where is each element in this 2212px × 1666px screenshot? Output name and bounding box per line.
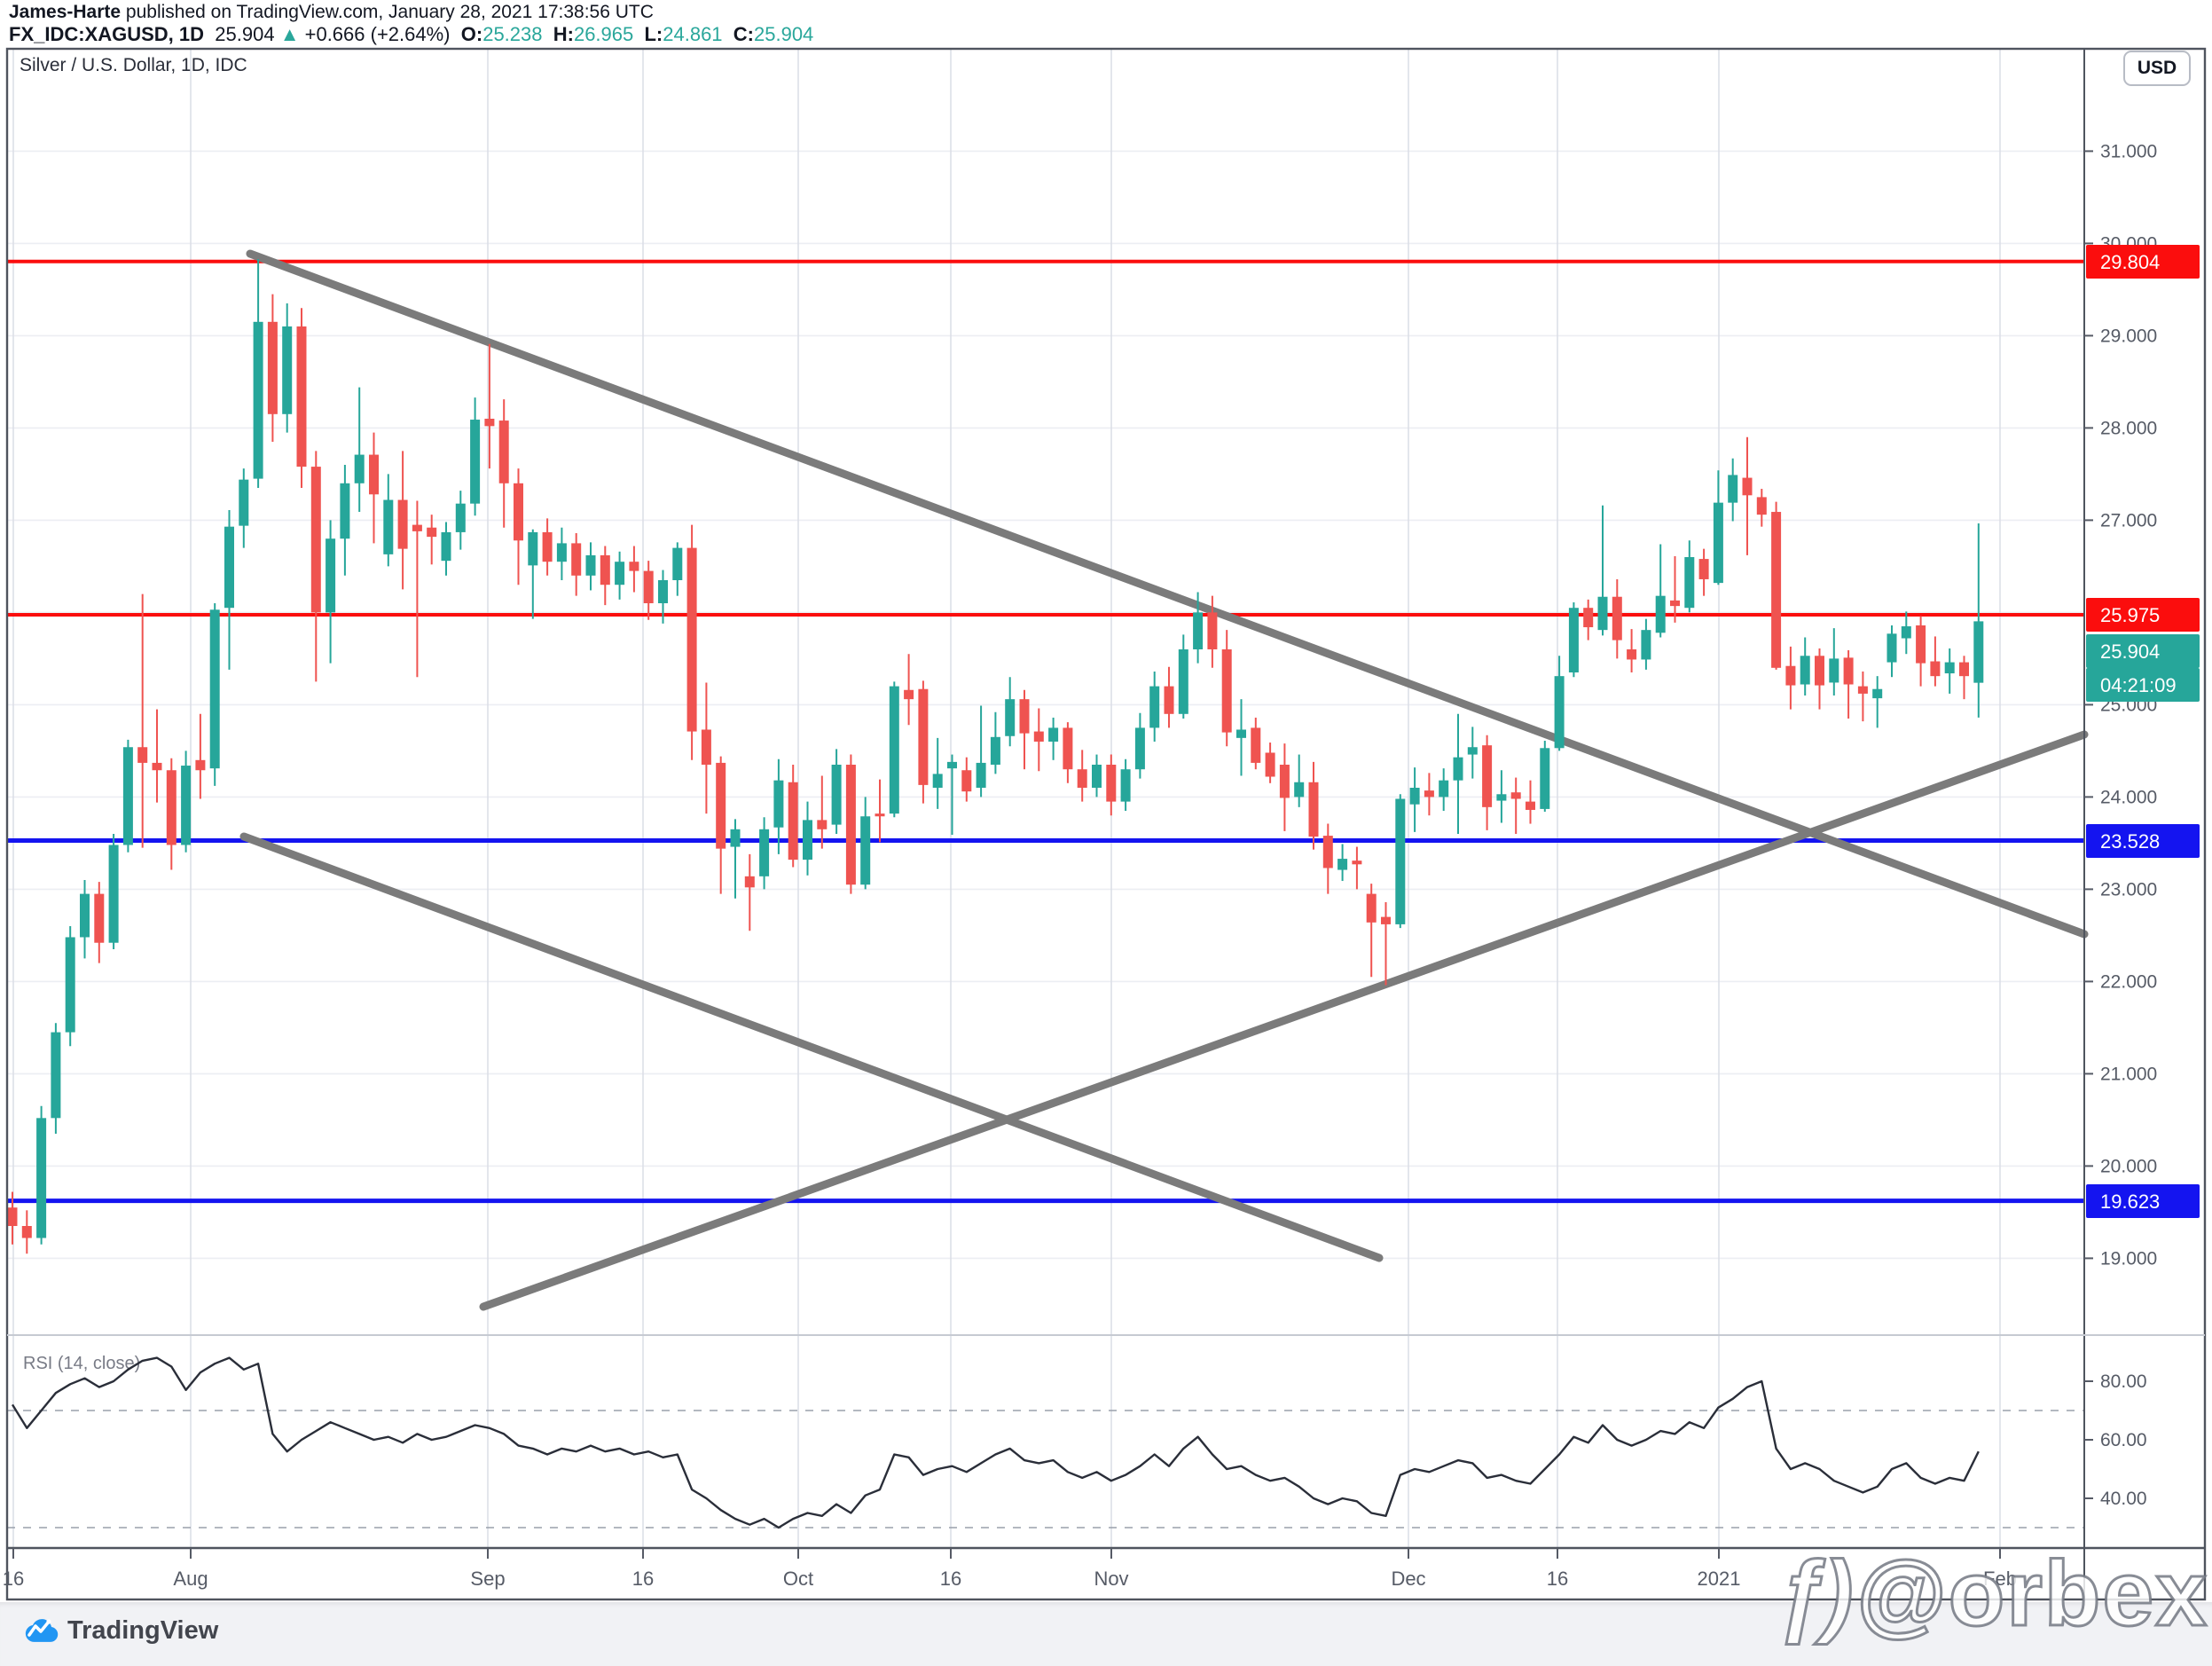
price-change: +0.666 (+2.64%) bbox=[304, 23, 451, 45]
price-tick-21.000: 21.000 bbox=[2100, 1064, 2157, 1084]
rsi-tick-80.00: 80.00 bbox=[2100, 1371, 2147, 1392]
svg-text:25.975: 25.975 bbox=[2100, 604, 2160, 626]
time-tick-Sep: Sep bbox=[470, 1568, 505, 1590]
time-tick-Dec: Dec bbox=[1391, 1568, 1425, 1590]
rsi-indicator-label[interactable]: RSI (14, close) bbox=[23, 1354, 141, 1373]
footer-bar bbox=[0, 1602, 2212, 1666]
svg-text:29.804: 29.804 bbox=[2100, 251, 2160, 273]
orbex-watermark-text: @orbex bbox=[1855, 1542, 2208, 1647]
countdown-badge bbox=[2086, 668, 2200, 702]
svg-text:04:21:09: 04:21:09 bbox=[2100, 674, 2177, 696]
level-badge-23.528 bbox=[2086, 824, 2200, 858]
time-tick-16: 16 bbox=[632, 1568, 654, 1590]
time-tick-Oct: Oct bbox=[783, 1568, 813, 1590]
high-value: 26.965 bbox=[573, 23, 634, 45]
time-tick-2021: 2021 bbox=[1698, 1568, 1741, 1590]
price-tick-20.000: 20.000 bbox=[2100, 1156, 2157, 1176]
orbex-watermark: ƒ)@orbex bbox=[1775, 1542, 2208, 1647]
price-tick-19.000: 19.000 bbox=[2100, 1248, 2157, 1269]
trendline-ascending-support bbox=[479, 730, 2089, 1311]
price-tick-28.000: 28.000 bbox=[2100, 418, 2157, 438]
tradingview-logo-text: TradingView bbox=[67, 1615, 219, 1645]
time-tick-Feb: Feb bbox=[1983, 1568, 2017, 1590]
rsi-line[interactable] bbox=[11, 1356, 1980, 1529]
level-badge-29.804 bbox=[2086, 245, 2200, 279]
open-value: 25.238 bbox=[482, 23, 543, 45]
orbex-logo-glyph: ƒ) bbox=[1775, 1542, 1855, 1647]
low-value: 24.861 bbox=[663, 23, 723, 45]
price-tick-27.000: 27.000 bbox=[2100, 510, 2157, 530]
price-tick-24.000: 24.000 bbox=[2100, 787, 2157, 807]
time-axis[interactable]: 16 Aug Sep 16 Oct 16 Nov Dec 16 2021 Feb bbox=[3, 1548, 2017, 1590]
symbol-name: FX_IDC:XAGUSD, 1D bbox=[9, 23, 205, 45]
candlesticks bbox=[7, 259, 1984, 1254]
trendline-descending-resistance bbox=[246, 249, 2089, 939]
svg-text:19.623: 19.623 bbox=[2100, 1191, 2160, 1213]
currency-usd-button[interactable]: USD bbox=[2123, 51, 2191, 86]
publish-text: published on TradingView.com, January 28… bbox=[121, 2, 654, 22]
price-gridlines bbox=[7, 150, 2084, 1260]
last-price-badge bbox=[2086, 634, 2200, 668]
last-price: 25.904 bbox=[215, 23, 275, 45]
svg-text:23.528: 23.528 bbox=[2100, 830, 2160, 853]
price-tick-22.000: 22.000 bbox=[2100, 971, 2157, 992]
tradingview-cloud-icon bbox=[25, 1619, 59, 1642]
high-label: H: bbox=[553, 23, 574, 45]
rsi-tick-40.00: 40.00 bbox=[2100, 1489, 2147, 1509]
symbol-ohlc-row: FX_IDC:XAGUSD, 1D 25.904 ▲ +0.666 (+2.64… bbox=[9, 23, 813, 46]
level-badge-25.975 bbox=[2086, 598, 2200, 632]
up-arrow-icon: ▲ bbox=[279, 23, 300, 45]
time-tick-16: 16 bbox=[940, 1568, 961, 1590]
time-tick-16: 16 bbox=[3, 1568, 24, 1590]
trendline-descending-support bbox=[239, 832, 1384, 1262]
price-tick-23.000: 23.000 bbox=[2100, 879, 2157, 900]
close-label: C: bbox=[733, 23, 754, 45]
price-tick-31.000: 31.000 bbox=[2100, 141, 2157, 161]
time-tick-Aug: Aug bbox=[173, 1568, 208, 1590]
horizontal-levels[interactable] bbox=[7, 259, 2084, 1204]
low-label: L: bbox=[644, 23, 663, 45]
open-label: O: bbox=[460, 23, 483, 45]
svg-text:25.904: 25.904 bbox=[2100, 640, 2160, 663]
pane-borders bbox=[5, 47, 2207, 1601]
time-tick-Nov: Nov bbox=[1094, 1568, 1128, 1590]
price-tick-29.000: 29.000 bbox=[2100, 326, 2157, 346]
author-name: James-Harte bbox=[9, 2, 122, 22]
time-tick-16: 16 bbox=[1547, 1568, 1568, 1590]
tradingview-logo[interactable]: TradingView bbox=[20, 1613, 218, 1648]
axis-badges: 29.804 25.975 23.528 19.623 25.904 04:21:09 bbox=[2086, 245, 2200, 1218]
level-badge-19.623 bbox=[2086, 1184, 2200, 1218]
rsi-tick-60.00: 60.00 bbox=[2100, 1430, 2147, 1450]
publish-info: James-Harte published on TradingView.com… bbox=[9, 2, 654, 23]
rsi-bands bbox=[7, 1410, 2084, 1528]
trendlines[interactable] bbox=[239, 249, 2089, 1311]
close-value: 25.904 bbox=[754, 23, 814, 45]
